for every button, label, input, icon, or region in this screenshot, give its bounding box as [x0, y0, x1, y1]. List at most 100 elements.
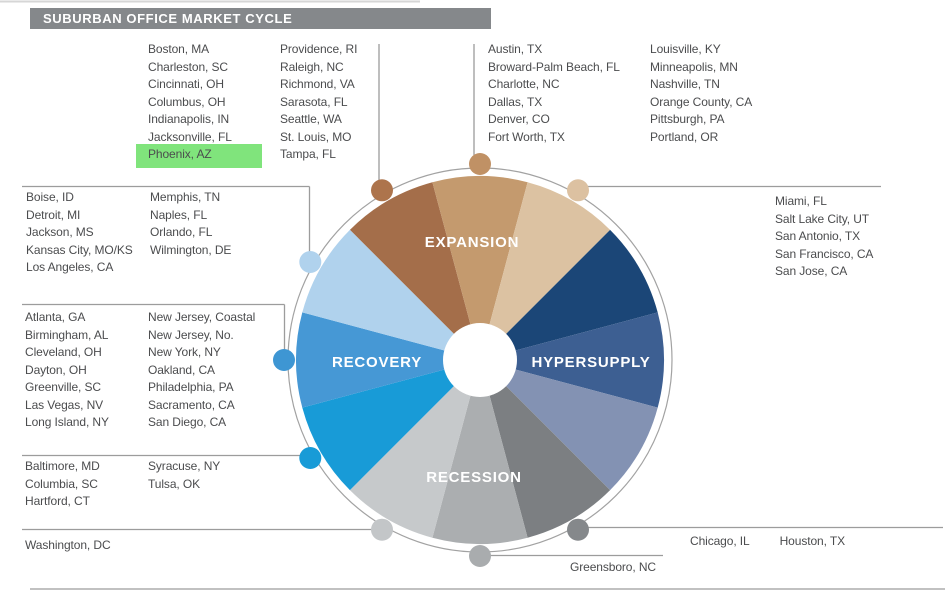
city-item: Cleveland, OH	[25, 345, 102, 359]
city-item: Dallas, TX	[488, 94, 543, 109]
city-item: Minneapolis, MN	[650, 59, 738, 74]
city-item: Naples, FL	[150, 207, 208, 222]
wheel-segment-hypersupply-3	[480, 312, 664, 408]
city-item: Boise, ID	[26, 190, 74, 204]
city-item: Charleston, SC	[148, 59, 228, 74]
wheel-segment-expansion-1	[480, 182, 611, 360]
wheel-segment-hypersupply-2	[480, 229, 658, 360]
city-item: Wilmington, DE	[150, 242, 232, 257]
position-dot-10oclock	[299, 251, 322, 273]
city-item: New York, NY	[148, 345, 221, 359]
city-item: Providence, RI	[280, 42, 358, 56]
wheel-segment-recession-7	[349, 360, 480, 538]
page-title: SUBURBAN OFFICE MARKET CYCLE	[43, 11, 293, 26]
wheel-segment-recovery-9	[296, 312, 480, 408]
label-recession: RECESSION	[426, 469, 522, 486]
city-item: Austin, TX	[488, 42, 543, 56]
city-item: Sacramento, CA	[148, 397, 235, 412]
city-item: Atlanta, GA	[25, 310, 86, 324]
city-item: Syracuse, NY	[148, 459, 221, 473]
city-list-9oclock-col2: New Jersey, Coastal New Jersey, No. New Yo…	[148, 309, 255, 432]
city-item: Jackson, MS	[26, 225, 94, 239]
position-dot-5oclock	[567, 518, 589, 541]
city-item: New Jersey, No.	[148, 327, 234, 342]
city-list-1oclock: Miami, FL Salt Lake City, UT San Antonio, …	[775, 193, 873, 281]
city-item: Miami, FL	[775, 194, 827, 208]
wheel-segment-recession-6	[432, 360, 528, 544]
city-item: Cincinnati, OH	[148, 77, 224, 91]
city-item: Detroit, MI	[26, 207, 81, 222]
city-list-11oclock-col1: Boston, MA Charleston, SC Cincinnati, OH Co…	[136, 41, 262, 168]
city-item: Las Vegas, NV	[25, 397, 104, 412]
city-item: Boston, MA	[148, 42, 210, 56]
city-item: New Jersey, Coastal	[148, 310, 256, 324]
city-item: Richmond, VA	[280, 77, 355, 91]
wheel-segment-hypersupply-4	[480, 360, 658, 491]
wheel-segment-expansion-11	[349, 182, 480, 360]
title-bar: SUBURBAN OFFICE MARKET CYCLE	[30, 8, 491, 29]
wheel-segment-expansion-12	[432, 176, 528, 360]
city-item: San Antonio, TX	[775, 229, 861, 243]
label-recovery: RECOVERY	[331, 354, 423, 371]
city-item: Greensboro, NC	[570, 560, 656, 574]
city-item: Nashville, TN	[650, 77, 720, 91]
city-item: Kansas City, MO/KS	[26, 242, 133, 257]
city-item: Long Island, NY	[25, 415, 109, 429]
city-item: Sarasota, FL	[280, 94, 348, 109]
city-list-12oclock-col1: Austin, TX Broward-Palm Beach, FL Charlott…	[488, 41, 620, 146]
wheel-segment-recovery-10	[302, 229, 480, 360]
city-list-6oclock: Greensboro, NC	[570, 559, 656, 577]
city-item: Columbia, SC	[25, 476, 98, 491]
city-item: Pittsburgh, PA	[650, 112, 725, 126]
position-dot-6oclock	[469, 545, 491, 567]
city-item: Memphis, TN	[150, 190, 221, 204]
position-dot-7oclock	[371, 518, 393, 541]
city-list-8oclock-col1: Baltimore, MD Columbia, SC Hartford, CT	[25, 458, 100, 511]
city-list-9oclock-col1: Atlanta, GA Birmingham, AL Cleveland, OH Da…	[25, 309, 109, 432]
city-list-10oclock-col1: Boise, ID Detroit, MI Jackson, MS Kansas Ci…	[26, 189, 133, 277]
city-item: San Jose, CA	[775, 264, 848, 278]
city-item: Broward-Palm Beach, FL	[488, 59, 620, 74]
city-item: San Diego, CA	[148, 415, 227, 429]
city-item: Raleigh, NC	[280, 59, 344, 74]
city-item: Orlando, FL	[150, 225, 213, 239]
city-item: Phoenix, AZ	[136, 144, 262, 168]
city-item: Oakland, CA	[148, 362, 215, 377]
city-item: Philadelphia, PA	[148, 380, 234, 394]
position-dot-12oclock	[469, 153, 491, 175]
city-item: Columbus, OH	[148, 94, 226, 109]
wheel-segment-recovery-8	[302, 360, 480, 491]
wheel-hub	[443, 323, 517, 397]
city-list-12oclock-col2: Louisville, KY Minneapolis, MN Nashville, …	[650, 41, 752, 146]
city-item: Birmingham, AL	[25, 327, 109, 342]
city-item: Portland, OR	[650, 129, 719, 144]
city-list-5oclock: Chicago, IL Houston, TX	[690, 533, 845, 551]
city-item: Chicago, IL	[690, 534, 750, 548]
city-list-8oclock-col2: Syracuse, NY Tulsa, OK	[148, 458, 220, 493]
city-item: Houston, TX	[779, 534, 845, 548]
city-item: Los Angeles, CA	[26, 260, 114, 274]
position-dot-11oclock	[371, 179, 393, 202]
city-item: Indianapolis, IN	[148, 112, 230, 126]
city-item: Hartford, CT	[25, 494, 90, 508]
city-item: San Francisco, CA	[775, 246, 874, 261]
city-item: Baltimore, MD	[25, 459, 100, 473]
city-item: St. Louis, MO	[280, 129, 352, 144]
wheel-segment-recession-5	[480, 360, 611, 538]
city-item: Washington, DC	[25, 538, 111, 552]
city-item: Denver, CO	[488, 112, 550, 126]
position-dot-1oclock	[567, 179, 589, 202]
label-expansion: EXPANSION	[424, 234, 520, 251]
city-item: Jacksonville, FL	[148, 129, 232, 144]
city-item: Tulsa, OK	[148, 476, 201, 491]
city-item: Charlotte, NC	[488, 77, 560, 91]
city-list-7oclock: Washington, DC	[25, 537, 111, 555]
label-hypersupply: HYPERSUPPLY	[531, 354, 651, 371]
city-item: Seattle, WA	[280, 112, 342, 126]
city-item: Louisville, KY	[650, 42, 721, 56]
position-dot-9oclock	[273, 349, 295, 371]
city-item: Dayton, OH	[25, 362, 87, 377]
city-item: Greenville, SC	[25, 380, 101, 394]
